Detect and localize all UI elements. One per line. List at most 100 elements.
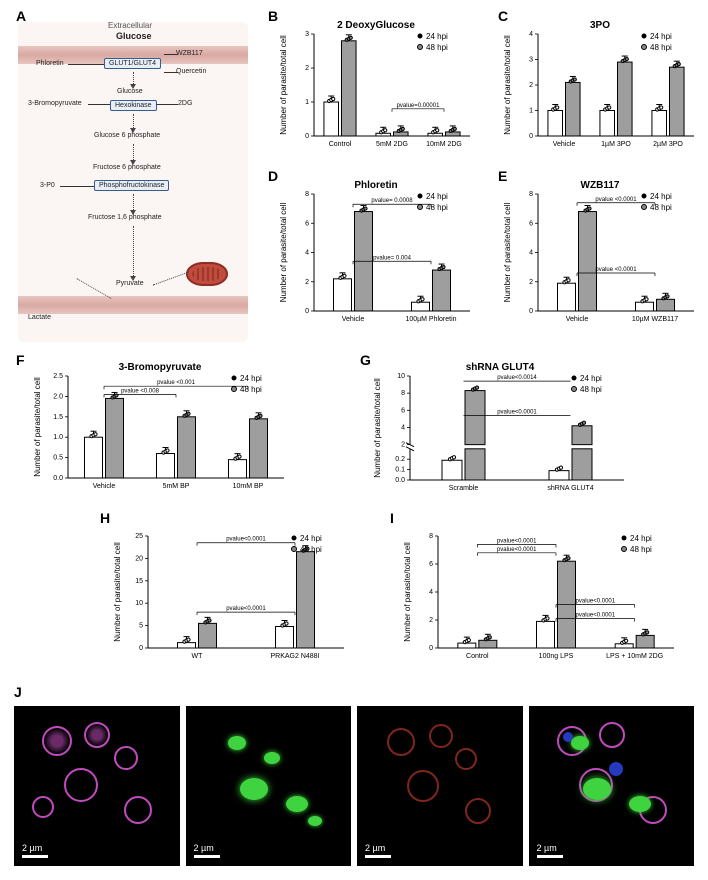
svg-text:PRKAG2 N488I: PRKAG2 N488I bbox=[270, 653, 319, 660]
bp-label: 3-Bromopyruvate bbox=[28, 100, 82, 107]
chart-2dg: 2 DeoxyGlucose Number of parasite/total c… bbox=[276, 18, 476, 158]
chart-3po: 3PONumber of parasite/total cell01234Veh… bbox=[500, 18, 700, 158]
svg-text:WT: WT bbox=[192, 653, 204, 660]
svg-text:pvalue<0.0001: pvalue<0.0001 bbox=[226, 606, 266, 612]
svg-text:10: 10 bbox=[397, 373, 405, 380]
svg-text:0.1: 0.1 bbox=[395, 467, 405, 474]
pfk-box: Phosphofructokinase bbox=[94, 180, 169, 191]
svg-text:100µM Phloretin: 100µM Phloretin bbox=[405, 316, 456, 323]
svg-text:pvalue= 0.0008: pvalue= 0.0008 bbox=[371, 198, 413, 204]
g6p-label: Glucose 6 phosphate bbox=[94, 132, 160, 139]
svg-text:LPS + 10mM 2DG: LPS + 10mM 2DG bbox=[606, 653, 663, 660]
svg-text:8: 8 bbox=[529, 191, 533, 198]
svg-text:10: 10 bbox=[135, 600, 143, 607]
svg-text:Number of parasite/total cell: Number of parasite/total cell bbox=[503, 35, 512, 135]
chart-lps: Number of parasite/total cell02468Contro… bbox=[400, 520, 680, 670]
svg-text:48 hpi: 48 hpi bbox=[300, 545, 322, 554]
svg-text:48 hpi: 48 hpi bbox=[630, 545, 652, 554]
svg-text:2.0: 2.0 bbox=[53, 393, 63, 400]
svg-text:pvalue<0.0001: pvalue<0.0001 bbox=[226, 537, 266, 543]
svg-text:8: 8 bbox=[401, 390, 405, 397]
svg-text:3-Bromopyruvate: 3-Bromopyruvate bbox=[119, 362, 202, 373]
svg-text:pvalue<0.0014: pvalue<0.0014 bbox=[497, 375, 537, 381]
pyruvate-label: Pyruvate bbox=[116, 280, 144, 287]
svg-text:pvalue<0.0001: pvalue<0.0001 bbox=[497, 547, 537, 553]
svg-text:Vehicle: Vehicle bbox=[566, 316, 589, 323]
svg-text:6: 6 bbox=[429, 561, 433, 568]
svg-text:25: 25 bbox=[135, 533, 143, 540]
svg-text:0: 0 bbox=[305, 133, 309, 140]
svg-text:2: 2 bbox=[305, 65, 309, 72]
svg-text:24 hpi: 24 hpi bbox=[426, 192, 448, 201]
svg-text:Scramble: Scramble bbox=[449, 485, 479, 492]
svg-text:2 DeoxyGlucose: 2 DeoxyGlucose bbox=[337, 20, 415, 31]
svg-text:2.5: 2.5 bbox=[53, 373, 63, 380]
svg-text:WZB117: WZB117 bbox=[581, 180, 620, 191]
chart-phloretin: PhloretinNumber of parasite/total cell02… bbox=[276, 178, 476, 333]
svg-text:shRNA GLUT4: shRNA GLUT4 bbox=[547, 485, 593, 492]
glut-box: GLUT1/GLUT4 bbox=[104, 58, 161, 69]
phloretin-label: Phloretin bbox=[36, 60, 64, 67]
svg-text:Number of parasite/total cell: Number of parasite/total cell bbox=[503, 202, 512, 302]
svg-text:Number of parasite/total cell: Number of parasite/total cell bbox=[373, 378, 382, 478]
svg-text:1.5: 1.5 bbox=[53, 414, 63, 421]
svg-text:0.0: 0.0 bbox=[53, 475, 63, 482]
svg-text:2: 2 bbox=[429, 617, 433, 624]
panel-label-j: J bbox=[14, 684, 22, 700]
svg-text:24 hpi: 24 hpi bbox=[580, 374, 602, 383]
svg-text:0: 0 bbox=[529, 308, 533, 315]
micro-glut4: GLUT-4 2 µm bbox=[14, 706, 180, 866]
svg-text:10mM BP: 10mM BP bbox=[233, 483, 264, 490]
svg-text:48 hpi: 48 hpi bbox=[426, 43, 448, 52]
svg-text:Vehicle: Vehicle bbox=[553, 141, 576, 148]
svg-text:pvalue<0.0001: pvalue<0.0001 bbox=[497, 538, 537, 544]
glucose-label: Glucose bbox=[117, 88, 143, 95]
f16p-label: Fructose 1,6 phosphate bbox=[88, 214, 162, 221]
svg-text:pvalue= 0.004: pvalue= 0.004 bbox=[373, 255, 412, 261]
svg-text:Vehicle: Vehicle bbox=[342, 316, 365, 323]
panel-label-f: F bbox=[16, 352, 25, 368]
svg-text:15: 15 bbox=[135, 578, 143, 585]
svg-text:0.0: 0.0 bbox=[395, 477, 405, 484]
svg-text:pvalue <0.0001: pvalue <0.0001 bbox=[595, 197, 637, 203]
glycolysis-diagram: Extracellular Glucose Phloretin WZB117 Q… bbox=[18, 22, 248, 342]
svg-text:10µM WZB117: 10µM WZB117 bbox=[632, 316, 678, 323]
svg-text:2: 2 bbox=[305, 279, 309, 286]
f6p-label: Fructose 6 phosphate bbox=[93, 164, 161, 171]
svg-text:1µM 3PO: 1µM 3PO bbox=[601, 141, 631, 148]
svg-text:2: 2 bbox=[401, 442, 405, 449]
svg-text:4: 4 bbox=[529, 250, 533, 257]
wzb117-label: WZB117 bbox=[176, 50, 203, 57]
lactate-label: Lactate bbox=[28, 314, 51, 321]
svg-text:8: 8 bbox=[429, 533, 433, 540]
svg-text:4: 4 bbox=[429, 589, 433, 596]
micro-merge: MERGE 2 µm bbox=[529, 706, 695, 866]
chart-wzb117: WZB117Number of parasite/total cell02468… bbox=[500, 178, 700, 333]
svg-text:0: 0 bbox=[305, 308, 309, 315]
quercetin-label: Quercetin bbox=[176, 68, 206, 75]
svg-text:100ng LPS: 100ng LPS bbox=[539, 653, 574, 660]
svg-text:pvalue<0.0001: pvalue<0.0001 bbox=[576, 599, 616, 605]
svg-text:2: 2 bbox=[529, 82, 533, 89]
svg-text:20: 20 bbox=[135, 555, 143, 562]
svg-text:48 hpi: 48 hpi bbox=[650, 203, 672, 212]
scale-bar: 2 µm bbox=[22, 843, 48, 858]
svg-text:6: 6 bbox=[529, 220, 533, 227]
svg-text:0: 0 bbox=[529, 133, 533, 140]
threepo-label: 3-P0 bbox=[40, 182, 55, 189]
svg-text:2µM 3PO: 2µM 3PO bbox=[653, 141, 683, 148]
panel-label-h: H bbox=[100, 510, 110, 526]
svg-text:pvalue=0.00001: pvalue=0.00001 bbox=[397, 103, 441, 109]
svg-text:0.5: 0.5 bbox=[53, 455, 63, 462]
svg-text:24 hpi: 24 hpi bbox=[650, 192, 672, 201]
svg-text:6: 6 bbox=[401, 407, 405, 414]
svg-text:24 hpi: 24 hpi bbox=[426, 32, 448, 41]
svg-text:Number of parasite/total cell: Number of parasite/total cell bbox=[279, 35, 288, 135]
glucose-top: Glucose bbox=[116, 31, 152, 41]
svg-text:pvalue<0.0001: pvalue<0.0001 bbox=[576, 613, 616, 619]
mitochondria-icon bbox=[186, 262, 228, 286]
svg-text:Control: Control bbox=[329, 141, 352, 148]
svg-text:4: 4 bbox=[401, 424, 405, 431]
svg-text:1: 1 bbox=[305, 99, 309, 106]
scale-bar: 2 µm bbox=[537, 843, 563, 858]
